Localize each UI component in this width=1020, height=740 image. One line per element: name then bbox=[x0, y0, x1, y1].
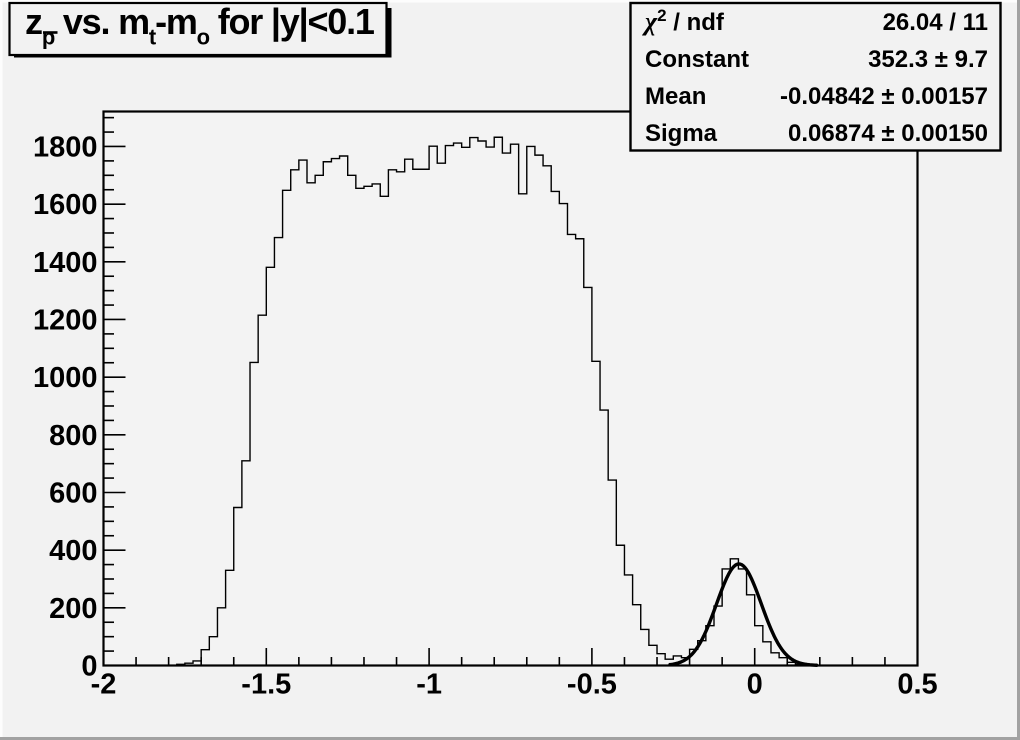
svg-text:26.04 / 11: 26.04 / 11 bbox=[883, 9, 988, 36]
svg-text:1400: 1400 bbox=[33, 247, 98, 279]
svg-text:400: 400 bbox=[49, 535, 97, 567]
svg-text:-2: -2 bbox=[91, 669, 117, 701]
svg-text:800: 800 bbox=[49, 420, 97, 452]
svg-text:1600: 1600 bbox=[33, 189, 98, 221]
svg-text:-0.5: -0.5 bbox=[567, 669, 617, 701]
svg-text:1000: 1000 bbox=[33, 362, 98, 394]
svg-text:-0.04842 ± 0.00157: -0.04842 ± 0.00157 bbox=[780, 83, 988, 110]
svg-text:0.06874 ± 0.00150: 0.06874 ± 0.00150 bbox=[788, 120, 988, 147]
svg-text:Constant: Constant bbox=[645, 46, 749, 73]
svg-text:600: 600 bbox=[49, 478, 97, 510]
svg-text:1800: 1800 bbox=[33, 132, 98, 164]
svg-text:200: 200 bbox=[49, 593, 97, 625]
svg-text:Mean: Mean bbox=[645, 83, 706, 110]
svg-text:0.5: 0.5 bbox=[897, 669, 937, 701]
svg-text:0: 0 bbox=[747, 669, 763, 701]
svg-text:-1: -1 bbox=[416, 669, 442, 701]
svg-text:352.3 ± 9.7: 352.3 ± 9.7 bbox=[868, 46, 988, 73]
svg-text:1200: 1200 bbox=[33, 305, 98, 337]
svg-text:Sigma: Sigma bbox=[645, 120, 718, 147]
svg-text:χ2 / ndf: χ2 / ndf bbox=[642, 6, 725, 36]
svg-text:0: 0 bbox=[81, 651, 97, 683]
svg-text:-1.5: -1.5 bbox=[241, 669, 291, 701]
